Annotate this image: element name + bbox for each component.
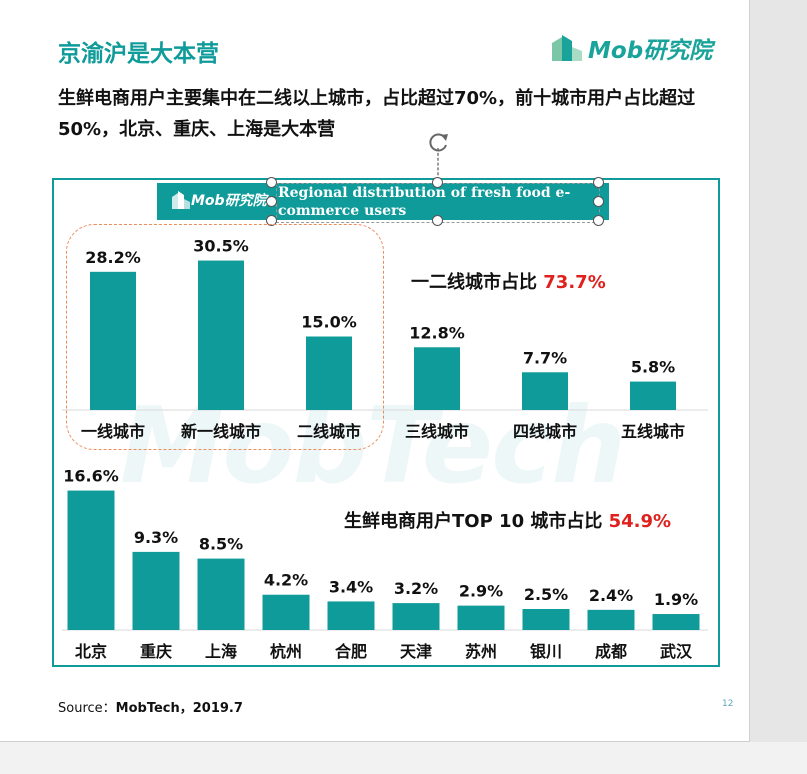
- city-category-label: 苏州: [465, 642, 497, 661]
- city-bar: [132, 551, 180, 630]
- city-bar: [197, 558, 245, 630]
- slide-title: 京渝沪是大本营: [58, 41, 219, 67]
- city-value-label: 2.9%: [459, 582, 503, 601]
- tier-value-label: 12.8%: [409, 323, 465, 342]
- city-value-label: 2.4%: [589, 586, 633, 605]
- city-category-label: 杭州: [270, 642, 302, 661]
- city-value-label: 3.4%: [329, 577, 373, 596]
- top10-city-bar-chart: 16.6% 北京 9.3% 重庆 8.5% 上海 4.2% 杭州 3.4% 合肥 3.2% 天津 2.9…: [62, 467, 708, 661]
- source-label: Source：: [58, 701, 116, 716]
- city-value-label: 2.5%: [524, 585, 568, 604]
- chart-title[interactable]: Regional distribution of fresh food e-co…: [278, 185, 571, 219]
- tier-value-label: 5.8%: [631, 358, 675, 377]
- city-bar: [652, 614, 700, 630]
- tier-bar: [306, 336, 352, 410]
- tier-bar: [522, 372, 568, 410]
- city-category-label: 上海: [205, 642, 237, 661]
- resize-handle-left[interactable]: [266, 196, 277, 207]
- city-value-label: 8.5%: [199, 535, 243, 554]
- tier-category-label: 新一线城市: [181, 422, 261, 441]
- source-value: MobTech，2019.7: [115, 701, 243, 716]
- logo-text: Mob研究院: [588, 38, 713, 64]
- resize-handle-top-left[interactable]: [266, 177, 277, 188]
- tier-category-label: 一线城市: [81, 422, 145, 441]
- chart-frame: [52, 178, 720, 667]
- city-category-label: 银川: [530, 642, 562, 661]
- city-value-label: 3.2%: [394, 579, 438, 598]
- city-value-label: 9.3%: [134, 528, 178, 547]
- resize-handle-top-right[interactable]: [593, 177, 604, 188]
- building-icon: [552, 35, 582, 61]
- chart-title-banner[interactable]: [157, 183, 609, 220]
- city-tier-bar-chart: 28.2% 一线城市 30.5% 新一线城市 15.0% 二线城市 12.8% 三线城市 7.7…: [62, 237, 708, 441]
- city-bar: [587, 609, 635, 630]
- tier-bar: [90, 271, 136, 410]
- tier-category-label: 四线城市: [513, 422, 577, 441]
- resize-handle-top[interactable]: [432, 177, 443, 188]
- banner-logo-text: Mob研究院: [191, 193, 267, 209]
- top10-share-text: 生鲜电商用户TOP 10 城市占比: [344, 511, 609, 532]
- tier-share-text: 一二线城市占比: [411, 272, 544, 293]
- tier-category-label: 二线城市: [297, 422, 361, 441]
- tier-bar: [414, 347, 460, 410]
- resize-handle-bottom-right[interactable]: [593, 215, 604, 226]
- city-category-label: 合肥: [335, 642, 367, 661]
- tier1-2-highlight-box: [66, 224, 384, 450]
- city-value-label: 4.2%: [264, 571, 308, 590]
- city-bar: [457, 605, 505, 630]
- top10-share-annotation: 生鲜电商用户TOP 10 城市占比 54.9%: [344, 507, 671, 533]
- city-category-label: 北京: [75, 642, 107, 661]
- tier-value-label: 28.2%: [85, 248, 141, 267]
- tier-category-label: 三线城市: [405, 422, 469, 441]
- rotate-handle-icon[interactable]: [426, 130, 452, 156]
- tier-share-value: 73.7%: [543, 272, 606, 293]
- tier-value-label: 15.0%: [301, 313, 357, 332]
- tier-category-label: 五线城市: [621, 422, 685, 441]
- city-category-label: 武汉: [660, 642, 693, 661]
- city-bar: [522, 609, 570, 630]
- city-category-label: 天津: [400, 642, 432, 661]
- tier-bar: [198, 260, 244, 410]
- page-number: 12: [722, 699, 734, 709]
- city-bar: [392, 603, 440, 630]
- building-icon: [172, 191, 190, 209]
- city-category-label: 成都: [595, 642, 627, 661]
- city-bar: [262, 594, 310, 630]
- city-value-label: 1.9%: [654, 590, 698, 609]
- mob-logo: Mob研究院: [550, 30, 712, 66]
- top10-share-value: 54.9%: [608, 511, 672, 532]
- city-bar: [67, 490, 115, 630]
- source-note: Source：MobTech，2019.7: [58, 697, 243, 716]
- city-value-label: 16.6%: [63, 467, 119, 486]
- slide: 京渝沪是大本营 Mob研究院 生鲜电商用户主要集中在二线以上城市，占比超过70%…: [0, 0, 750, 742]
- city-bar: [327, 601, 375, 630]
- tier-value-label: 7.7%: [523, 348, 567, 367]
- tier-bar: [630, 381, 676, 410]
- tier-share-annotation: 一二线城市占比 73.7%: [411, 268, 606, 294]
- slide-subtitle: 生鲜电商用户主要集中在二线以上城市，占比超过70%，前十城市用户占比超过50%，…: [58, 88, 696, 140]
- bottom-strip: [0, 742, 807, 774]
- banner-logo: Mob研究院: [171, 190, 267, 210]
- city-category-label: 重庆: [140, 642, 172, 661]
- resize-handle-bottom-left[interactable]: [266, 215, 277, 226]
- resize-handle-bottom[interactable]: [432, 215, 443, 226]
- resize-handle-right[interactable]: [593, 196, 604, 207]
- tier-value-label: 30.5%: [193, 237, 249, 256]
